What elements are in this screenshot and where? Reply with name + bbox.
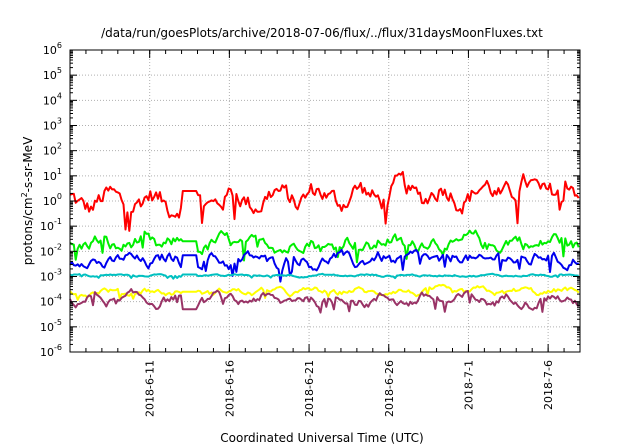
y-axis-ticks: 10-6 10-5 10-4 10-3 10-2 10-1 100 101 102 103 104 1… [40,41,580,359]
x-tick-label: 2018-6-16 [223,360,236,417]
chart-title: /data/run/goesPlots/archive/2018-07-06/f… [101,26,543,40]
y-tick-label: 101 [43,167,62,183]
y-tick-label: 10-6 [40,343,62,359]
y-tick-label: 106 [43,41,62,57]
x-tick-label: 2018-6-21 [303,360,316,417]
y-tick-label: 105 [43,66,62,82]
x-tick-label: 2018-6-11 [144,360,157,417]
x-tick-label: 2018-6-26 [383,360,396,417]
y-tick-label: 10-2 [40,242,62,258]
y-tick-label: 10-5 [40,318,62,334]
x-tick-label: 2018-7-1 [462,360,475,410]
y-tick-label: 102 [43,142,62,158]
x-tick-label: 2018-7-6 [542,360,555,410]
x-axis-label: Coordinated Universal Time (UTC) [220,431,423,445]
y-tick-label: 10-1 [40,217,62,233]
y-axis-label-sup: 2 [20,192,29,197]
flux-series-line [69,229,580,264]
x-axis-ticks: 2018-6-11 2018-6-16 2018-6-21 2018-6-26 2018… [85,50,565,417]
flux-series-line [69,248,580,283]
y-tick-label: 10-4 [40,293,62,309]
flux-series-line [69,272,579,280]
y-axis-label-rest: -s-sr-MeV [21,136,35,192]
y-tick-label: 104 [43,91,62,107]
series-group [69,170,580,314]
y-tick-label: 100 [43,192,62,208]
y-tick-label: 103 [43,117,62,133]
grid-lines [70,50,580,352]
flux-series-line [69,283,580,301]
y-axis-label-base: protons/cm [21,197,35,265]
flux-series-line [69,288,580,314]
flux-series-line [69,170,580,232]
y-tick-label: 10-3 [40,268,62,284]
y-axis-label: protons/cm2-s-sr-MeV [20,136,35,265]
